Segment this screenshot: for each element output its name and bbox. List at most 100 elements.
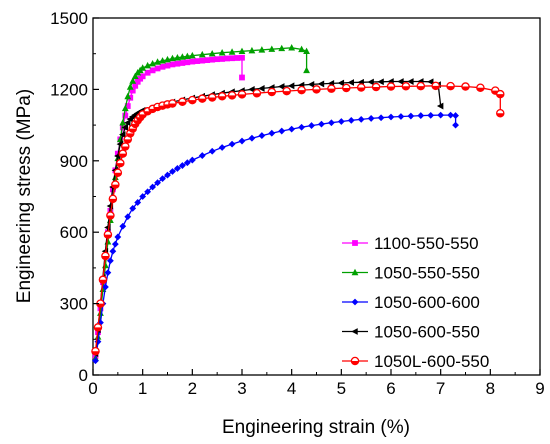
data-point bbox=[144, 188, 152, 196]
x-tick-label: 6 bbox=[386, 379, 395, 398]
series-1 bbox=[92, 54, 245, 359]
data-point bbox=[119, 222, 127, 230]
data-point bbox=[258, 46, 266, 53]
data-point-fill bbox=[99, 279, 107, 284]
data-point-fill bbox=[283, 91, 291, 95]
data-point bbox=[407, 78, 414, 85]
data-point-fill bbox=[447, 86, 455, 90]
legend-label: 1050-600-550 bbox=[374, 323, 480, 342]
data-point bbox=[132, 82, 139, 89]
legend-marker-fill bbox=[351, 361, 359, 365]
y-tick-label: 0 bbox=[79, 366, 88, 385]
legend: 1100-550-550 1050-550-550 1050-600-600 1050… bbox=[342, 234, 489, 371]
legend-entry: 1050-550-550 bbox=[342, 264, 480, 283]
data-point-fill bbox=[104, 234, 112, 239]
data-point bbox=[149, 59, 156, 67]
data-point bbox=[183, 52, 191, 60]
x-tick-label: 9 bbox=[535, 379, 544, 398]
y-tick-label: 900 bbox=[60, 152, 88, 171]
data-point bbox=[198, 152, 206, 159]
data-point bbox=[318, 120, 325, 128]
data-point bbox=[104, 269, 112, 277]
data-point bbox=[347, 116, 355, 124]
x-tick-label: 7 bbox=[436, 379, 445, 398]
data-point bbox=[238, 137, 246, 145]
data-point-fill bbox=[168, 103, 177, 108]
data-point-fill bbox=[432, 85, 440, 90]
data-point bbox=[174, 165, 181, 172]
data-point bbox=[199, 57, 206, 64]
data-point bbox=[144, 69, 151, 76]
data-point bbox=[367, 78, 374, 86]
data-point bbox=[109, 247, 117, 255]
data-point bbox=[218, 144, 226, 151]
data-point bbox=[121, 104, 129, 112]
data-point-fill bbox=[109, 198, 117, 203]
data-point bbox=[268, 129, 276, 137]
data-point bbox=[102, 261, 109, 269]
data-point-fill bbox=[496, 113, 504, 117]
data-point-fill bbox=[96, 303, 105, 308]
data-point-fill bbox=[116, 163, 124, 167]
x-tick-label: 8 bbox=[486, 379, 495, 398]
data-point bbox=[397, 78, 404, 85]
plot-area bbox=[91, 17, 541, 376]
data-point bbox=[188, 156, 196, 164]
data-point-fill bbox=[208, 97, 216, 102]
data-point bbox=[169, 54, 176, 62]
data-point-fill bbox=[461, 86, 470, 91]
data-point-fill bbox=[253, 93, 261, 97]
data-point bbox=[121, 124, 129, 131]
legend-entry: 1100-550-550 bbox=[342, 234, 479, 253]
data-point bbox=[278, 44, 286, 52]
data-point-fill bbox=[178, 101, 186, 106]
data-point bbox=[258, 85, 265, 92]
data-point bbox=[106, 257, 114, 265]
data-point bbox=[436, 102, 444, 110]
data-point-fill bbox=[114, 172, 122, 177]
data-point bbox=[337, 118, 345, 125]
data-point bbox=[224, 55, 230, 62]
data-point bbox=[179, 53, 186, 60]
data-point bbox=[317, 80, 325, 88]
data-point-fill bbox=[119, 153, 127, 158]
series-line bbox=[94, 85, 501, 352]
data-point bbox=[134, 78, 141, 85]
data-point bbox=[164, 62, 171, 69]
data-point bbox=[377, 78, 384, 86]
data-point bbox=[164, 55, 171, 63]
data-point bbox=[179, 162, 186, 169]
data-point bbox=[114, 233, 122, 241]
data-point-fill bbox=[131, 123, 139, 128]
x-tick-label: 5 bbox=[337, 379, 346, 398]
data-point bbox=[288, 125, 296, 133]
data-point bbox=[437, 111, 445, 119]
data-point bbox=[174, 60, 181, 67]
y-axis-ticks: 0 300 600 900 1200 1500 bbox=[50, 9, 99, 385]
data-point bbox=[139, 73, 146, 80]
data-point-fill bbox=[101, 256, 110, 260]
legend-label: 1100-550-550 bbox=[374, 234, 479, 253]
data-point bbox=[387, 113, 395, 121]
x-tick-label: 0 bbox=[88, 379, 97, 398]
data-point bbox=[194, 58, 201, 64]
data-point bbox=[124, 92, 132, 100]
data-point bbox=[129, 77, 137, 84]
data-point-fill bbox=[198, 98, 206, 103]
data-point bbox=[288, 44, 296, 51]
x-tick-label: 1 bbox=[138, 379, 147, 398]
data-point bbox=[184, 59, 191, 66]
data-point bbox=[228, 140, 236, 148]
data-point bbox=[303, 66, 310, 74]
data-point bbox=[239, 74, 245, 81]
data-point bbox=[198, 50, 206, 58]
data-point bbox=[159, 175, 166, 183]
data-point bbox=[303, 47, 310, 55]
data-point-fill bbox=[298, 90, 306, 94]
data-point bbox=[397, 113, 405, 120]
data-point bbox=[124, 119, 131, 127]
data-point bbox=[427, 111, 435, 119]
data-point-fill bbox=[268, 92, 276, 96]
data-point-fill bbox=[144, 111, 152, 115]
data-point bbox=[426, 78, 434, 86]
